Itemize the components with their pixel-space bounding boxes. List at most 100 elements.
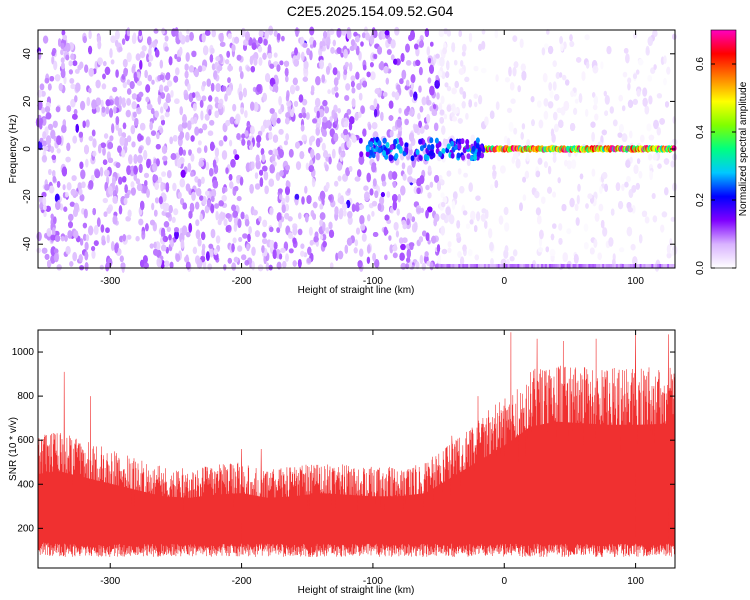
spectrogram-cell	[250, 66, 255, 73]
spectrogram-cell	[194, 68, 199, 78]
spectrogram-cell	[263, 38, 268, 46]
spectrogram-cell	[38, 118, 44, 125]
spectrogram-cell	[337, 250, 344, 260]
spectrogram-cell	[201, 248, 205, 257]
spectrogram-cell	[174, 229, 179, 240]
spectrogram-cell	[434, 175, 440, 183]
spectrogram-cell	[648, 153, 653, 161]
spectrogram-cell	[513, 127, 518, 135]
spectrogram-cell	[163, 221, 170, 228]
spectrogram-cell	[225, 120, 231, 127]
spectrogram-cell	[231, 262, 237, 271]
spectrogram-cell	[543, 43, 549, 50]
spectrogram-cell	[335, 92, 339, 98]
spectrogram-cell	[200, 110, 204, 121]
spectrogram-cell	[311, 85, 315, 93]
spectrogram-cell	[44, 77, 50, 84]
spectrogram-cell	[592, 65, 599, 74]
spectrogram-cell	[336, 70, 341, 81]
spectrogram-cell	[337, 108, 341, 114]
spectrogram-cell	[53, 216, 57, 225]
spectrogram-cell	[451, 116, 458, 122]
spectrogram-cell	[612, 119, 618, 127]
spectrogram-cell	[315, 137, 321, 148]
spectrogram-cell	[360, 223, 366, 231]
spectrogram-cell	[285, 186, 290, 196]
spectrogram-cell	[441, 248, 448, 255]
spectrogram-cell	[354, 112, 359, 121]
spectrogram-cell	[136, 80, 142, 86]
spectrogram-cell	[503, 206, 509, 216]
spectrogram-cell	[150, 130, 157, 137]
spectrogram-cell	[164, 46, 169, 52]
spectrogram-edge-cell	[562, 264, 565, 268]
spectrogram-cell	[484, 220, 488, 229]
spectrogram-cell	[360, 41, 364, 47]
spectrogram-cell	[165, 182, 170, 193]
spectrogram-cell	[118, 205, 123, 215]
spectrogram-edge-cell	[452, 264, 455, 268]
spectrogram-cell	[227, 257, 232, 264]
spectrogram-cell	[286, 100, 292, 107]
spectrogram-cell	[147, 74, 152, 82]
spectrogram-cell	[661, 211, 668, 218]
spectrogram-cell	[232, 237, 237, 244]
spectrogram-cell	[232, 210, 238, 218]
spectrogram-cell	[69, 261, 74, 267]
spectrogram-cell	[160, 181, 164, 192]
spectrogram-cell	[519, 202, 523, 211]
spectrogram-cell	[144, 180, 148, 187]
spectrogram-cell	[407, 165, 413, 176]
spectrogram-cell	[192, 103, 197, 112]
spectrogram-cell	[55, 201, 61, 210]
spectrogram-cell	[153, 174, 158, 182]
spectrogram-cell	[444, 82, 449, 88]
spectrogram-edge-cell	[450, 264, 453, 268]
spectrogram-edge-cell	[564, 264, 567, 268]
spectrogram-cell	[88, 67, 95, 77]
spectrogram-cell	[269, 164, 275, 174]
spectrogram-cell	[118, 46, 123, 52]
spectrogram-cell	[420, 207, 424, 213]
spectrogram-cell	[135, 53, 141, 61]
spectrogram-cell	[390, 39, 396, 49]
spectrogram-cell	[61, 166, 67, 177]
spectrogram-cell	[267, 52, 273, 59]
spectrogram-cell	[300, 124, 305, 132]
spectrogram-edge-cell	[438, 264, 441, 268]
spectrogram-cell	[646, 123, 652, 132]
spectrogram-cell	[53, 252, 59, 263]
spectrogram-cell	[84, 251, 89, 261]
spectrogram-cell	[191, 191, 196, 201]
spectrogram-cell	[346, 134, 350, 142]
spectrogram-cell	[272, 83, 278, 90]
spectrogram-cell	[276, 33, 281, 41]
spectrogram-cell	[196, 147, 202, 154]
spectrogram-cell	[330, 47, 335, 54]
spectrogram-cell	[244, 110, 248, 118]
spectrogram-cell	[373, 108, 378, 118]
spectrogram-cell	[294, 193, 300, 201]
spectrogram-cell	[316, 110, 320, 119]
spectrogram-cell	[398, 107, 402, 114]
spectrogram-cell	[300, 243, 305, 249]
spectrogram-cell	[50, 234, 56, 241]
spectrogram-cell	[429, 85, 435, 96]
spectrogram-cell	[380, 111, 384, 121]
spectrogram-cell	[107, 257, 113, 268]
spectrogram-edge-cell	[637, 264, 640, 268]
spectrogram-cell	[365, 32, 370, 41]
spectrogram-cell	[66, 142, 71, 152]
spectrogram-cell	[342, 202, 348, 211]
spectrogram-cell	[468, 182, 474, 193]
spectrogram-cell	[346, 27, 351, 37]
spectrogram-cell	[223, 135, 228, 142]
spectrogram-cell	[333, 112, 338, 122]
spectrogram-cell	[191, 50, 197, 58]
spectrogram-cell	[191, 92, 196, 98]
spectrogram-cell	[319, 41, 323, 50]
spectrogram-cell	[381, 173, 386, 183]
spectrogram-cell	[247, 233, 251, 243]
spectrogram-edge-cell	[552, 264, 556, 268]
spectrogram-cell	[651, 193, 656, 199]
